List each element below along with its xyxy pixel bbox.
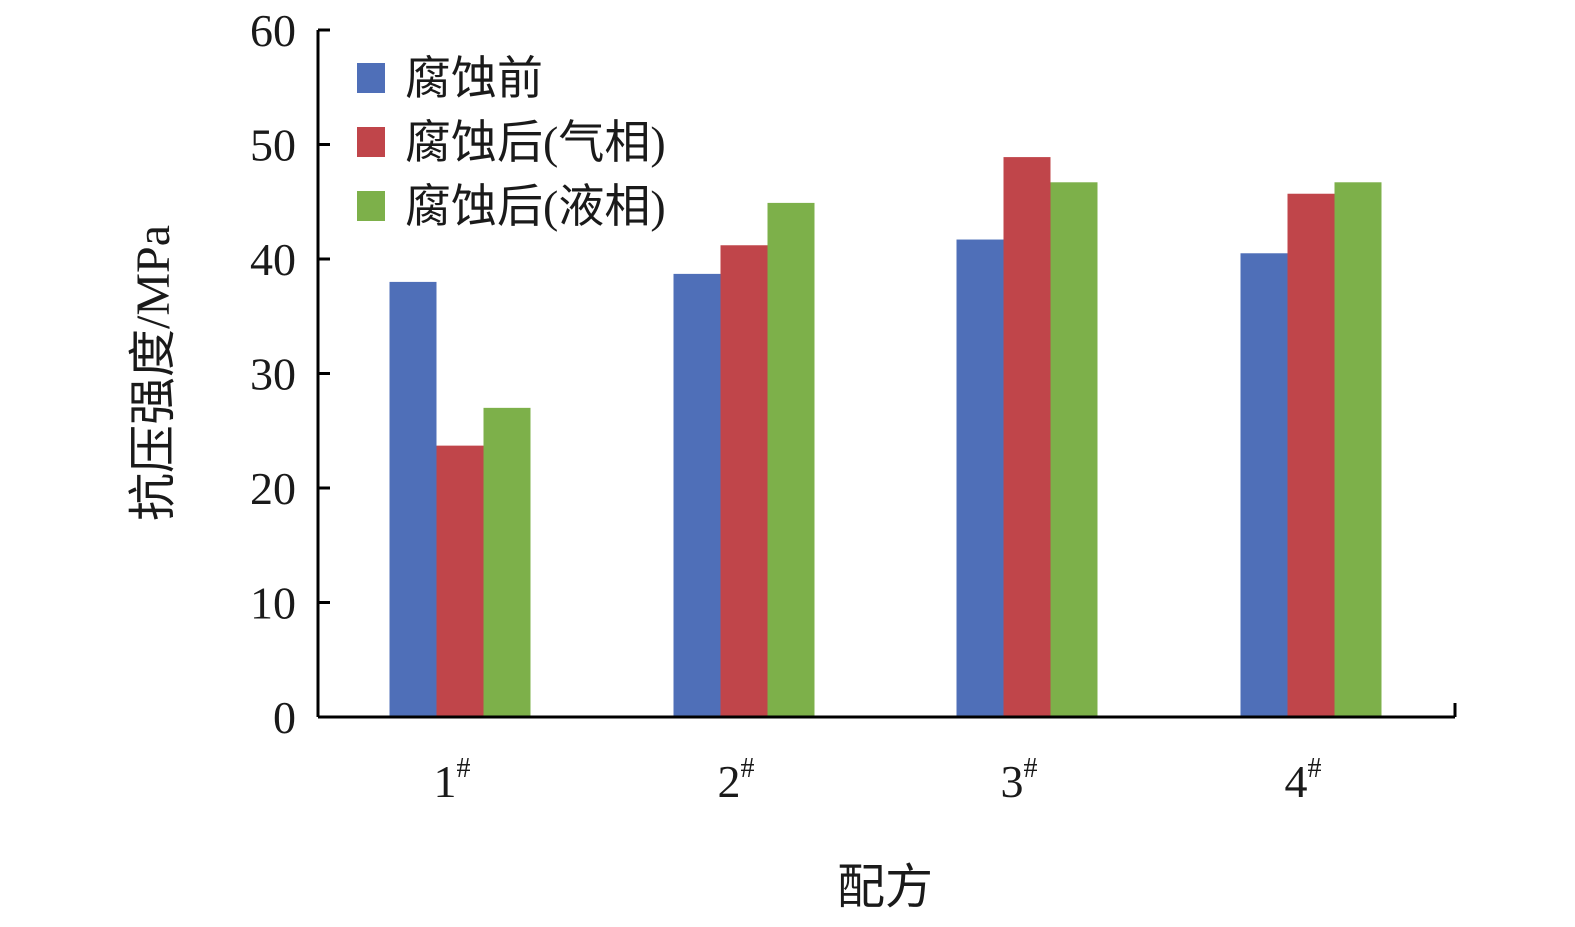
y-tick-label: 10 <box>250 578 296 629</box>
x-tick-label-suffix: # <box>1024 753 1038 784</box>
bar-1-cat-3 <box>956 239 1004 717</box>
bar-3-cat-4 <box>1334 182 1382 717</box>
bar-1-cat-2 <box>673 273 721 717</box>
y-axis-title: 抗压强度/MPa <box>127 225 180 521</box>
legend-swatch-2 <box>357 127 385 157</box>
bar-2-cat-2 <box>720 245 768 717</box>
x-tick-label: 2# <box>718 753 755 807</box>
bar-2-cat-1 <box>436 445 484 717</box>
legend-label-1: 腐蚀前 <box>405 53 543 104</box>
x-tick-label: 4# <box>1285 753 1322 807</box>
bar-1-cat-4 <box>1240 253 1288 717</box>
x-tick-label-suffix: # <box>741 753 755 784</box>
bar-3-cat-1 <box>483 407 531 717</box>
bar-2-cat-3 <box>1003 157 1051 718</box>
legend-swatch-3 <box>357 191 385 221</box>
x-tick-label-suffix: # <box>457 753 471 784</box>
x-tick-label-number: 2 <box>718 756 741 807</box>
x-tick-label-suffix: # <box>1308 753 1322 784</box>
x-tick-label: 3# <box>1001 753 1038 807</box>
x-ticks-group: 1# 2# 3# 4# <box>434 753 1322 807</box>
y-tick-label: 60 <box>250 5 296 56</box>
y-tick-label: 40 <box>250 234 296 285</box>
legend-label-3: 腐蚀后(液相) <box>405 181 666 232</box>
y-ticks-group: 0 10 20 30 40 50 60 <box>250 5 330 743</box>
y-tick-label: 30 <box>250 349 296 400</box>
x-tick-label-number: 3 <box>1001 756 1024 807</box>
x-axis-title: 配方 <box>837 861 933 914</box>
y-tick-label: 50 <box>250 120 296 171</box>
bars-group <box>389 157 1382 718</box>
y-tick-label: 20 <box>250 463 296 514</box>
x-tick-label-number: 4 <box>1285 756 1308 807</box>
bar-2-cat-4 <box>1287 193 1335 718</box>
legend-swatch-1 <box>357 63 385 93</box>
bar-1-cat-1 <box>389 281 437 717</box>
legend-label-2: 腐蚀后(气相) <box>405 117 666 168</box>
bar-3-cat-2 <box>767 202 815 717</box>
x-tick-label-number: 1 <box>434 756 457 807</box>
x-tick-label: 1# <box>434 753 471 807</box>
bar-3-cat-3 <box>1050 182 1098 717</box>
y-tick-label: 0 <box>273 692 296 743</box>
